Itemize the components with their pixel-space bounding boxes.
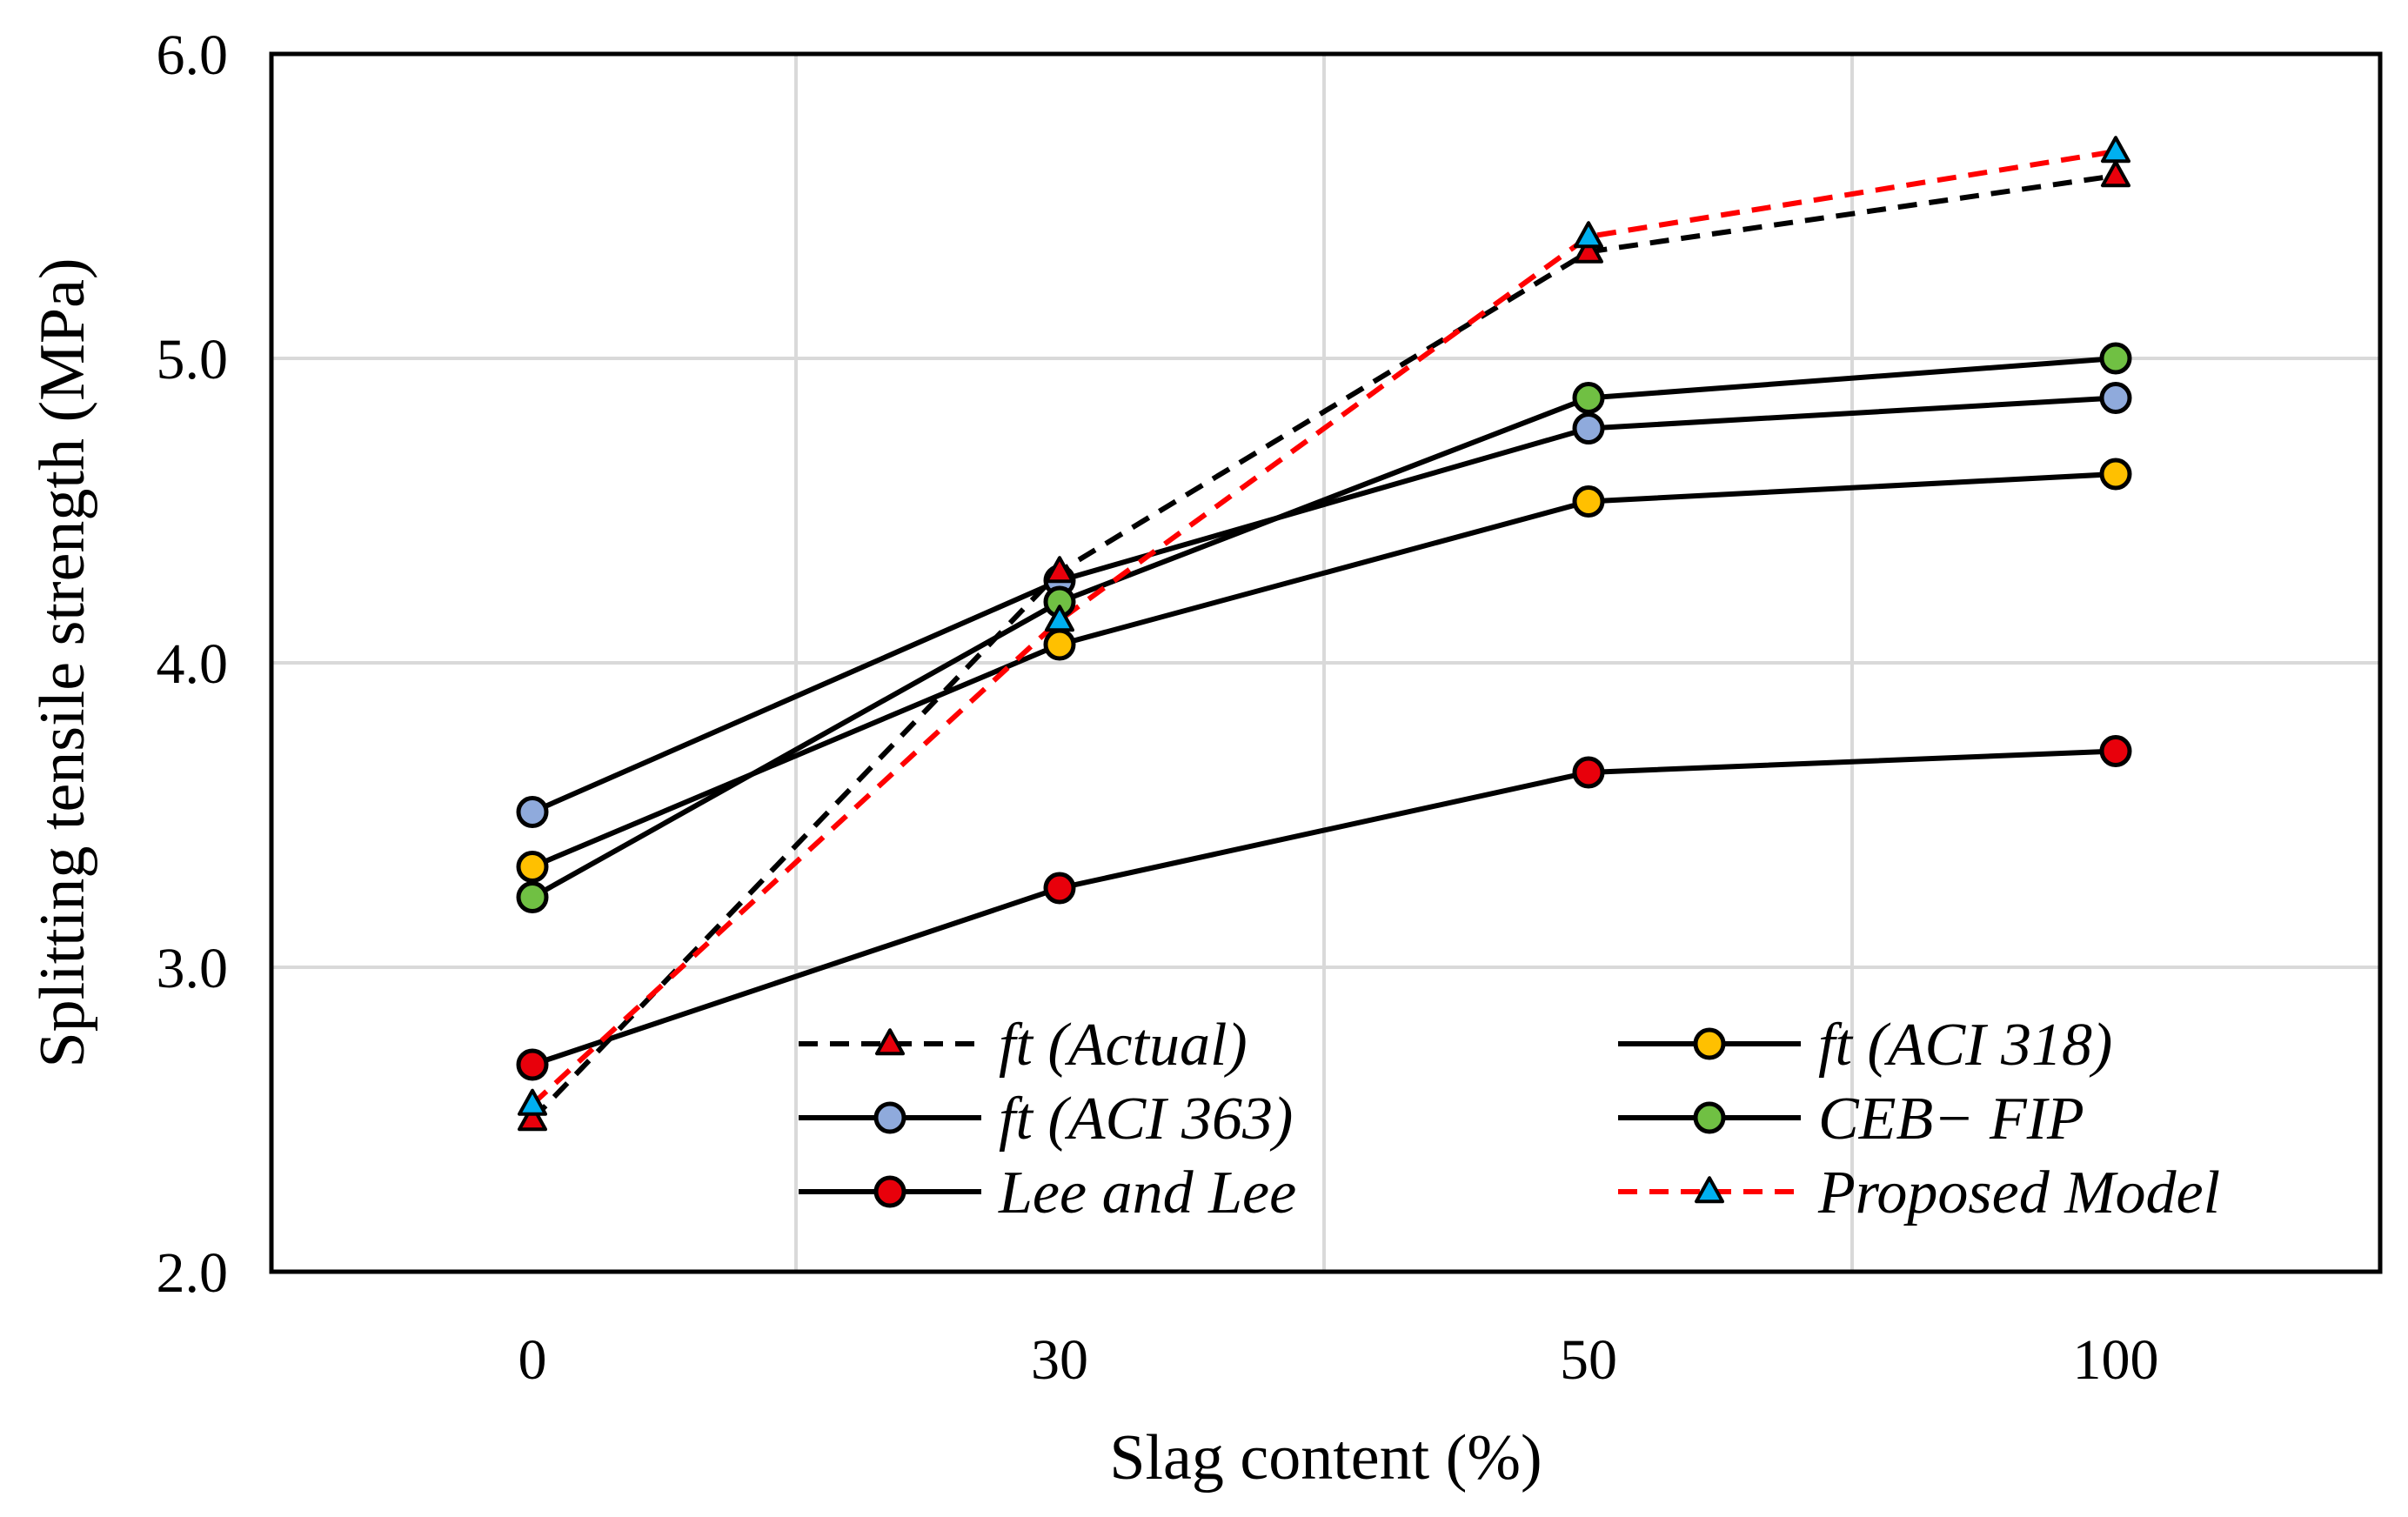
x-tick-labels: 0 30 50 100 [518, 1328, 2159, 1392]
series-4-point [516, 1048, 549, 1081]
series-3-point [2099, 342, 2132, 375]
y-tick-labels: 2.0 3.0 4.0 5.0 6.0 [157, 23, 229, 1305]
x-axis-title: Slag content (%) [1109, 1422, 1542, 1494]
grid-lines [271, 54, 2380, 1272]
legend: ft (Actual) ft (ACI 318) ft (ACI 363) CEB− … [799, 1012, 2220, 1226]
series-3-point [516, 881, 549, 913]
y-tick-label: 5.0 [157, 328, 229, 391]
series-1-point [1572, 485, 1605, 518]
legend-marker-2 [873, 1101, 906, 1134]
series-5-point [1574, 221, 1603, 249]
legend-label-5: Proposed Model [1817, 1159, 2220, 1226]
series-1-point [1043, 628, 1076, 661]
series-line-5 [530, 149, 2117, 1106]
legend-label-0: ft (Actual) [999, 1012, 1247, 1079]
series-group [516, 136, 2132, 1132]
y-tick-label: 6.0 [157, 23, 229, 87]
series-0-point [1045, 556, 1074, 584]
series-line-2 [531, 395, 2117, 815]
legend-label-3: CEB− FIP [1818, 1086, 2084, 1153]
series-4-point [1572, 756, 1605, 789]
series-2-point [1572, 412, 1605, 444]
series-4-point [1043, 872, 1076, 905]
x-tick-label: 30 [1031, 1328, 1088, 1392]
series-5-point [518, 1088, 547, 1116]
x-tick-label: 0 [518, 1328, 547, 1392]
series-3-point [1572, 382, 1605, 414]
legend-marker-5 [1695, 1176, 1724, 1204]
legend-marker-4 [873, 1175, 906, 1208]
series-5-point [1045, 605, 1074, 632]
series-0-point [1574, 236, 1603, 264]
series-4-point [2099, 735, 2132, 767]
series-line-4 [532, 748, 2117, 1067]
x-tick-label: 50 [1560, 1328, 1617, 1392]
legend-label-4: Lee and Lee [998, 1159, 1296, 1226]
series-0-point [2101, 160, 2130, 188]
plot-area [269, 51, 2383, 1274]
y-tick-label: 3.0 [157, 937, 229, 1000]
y-axis-title: Splitting tensile strength (MPa) [27, 257, 98, 1067]
legend-label-2: ft (ACI 363) [999, 1086, 1293, 1153]
series-2-point [516, 796, 549, 828]
series-2-point [2099, 382, 2132, 414]
series-1-point [516, 851, 549, 883]
legend-marker-3 [1693, 1101, 1726, 1134]
series-line-1 [531, 471, 2117, 870]
series-line-0 [530, 173, 2117, 1122]
series-line-3 [531, 356, 2117, 900]
y-tick-label: 2.0 [157, 1241, 229, 1305]
legend-label-1: ft (ACI 318) [1818, 1012, 2112, 1079]
series-1-point [2099, 458, 2132, 491]
series-0-point [518, 1104, 547, 1132]
x-tick-label: 100 [2073, 1328, 2159, 1392]
y-tick-label: 4.0 [157, 632, 229, 696]
series-5-point [2101, 136, 2130, 164]
legend-marker-1 [1693, 1027, 1726, 1060]
legend-marker-0 [875, 1028, 905, 1056]
